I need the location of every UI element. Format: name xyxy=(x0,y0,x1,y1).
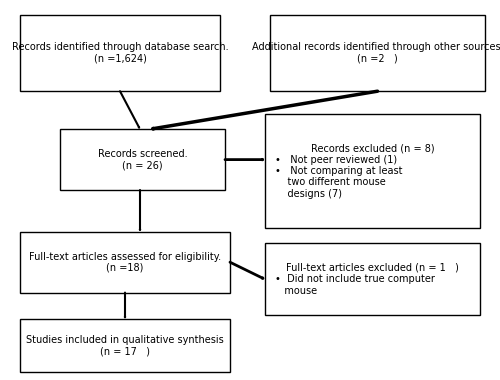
Text: (n =2   ): (n =2 ) xyxy=(357,54,398,64)
Text: (n =18): (n =18) xyxy=(106,263,144,273)
FancyBboxPatch shape xyxy=(60,129,225,190)
Text: (n = 26): (n = 26) xyxy=(122,160,163,170)
Text: Records excluded (n = 8): Records excluded (n = 8) xyxy=(310,143,434,153)
Text: Studies included in qualitative synthesis: Studies included in qualitative synthesi… xyxy=(26,335,224,345)
Text: Full-text articles excluded (n = 1   ): Full-text articles excluded (n = 1 ) xyxy=(286,263,459,273)
Text: Additional records identified through other sources.: Additional records identified through ot… xyxy=(252,43,500,52)
FancyBboxPatch shape xyxy=(20,319,230,372)
FancyBboxPatch shape xyxy=(20,232,230,293)
Text: Records screened.: Records screened. xyxy=(98,149,188,159)
FancyBboxPatch shape xyxy=(265,114,480,228)
Text: mouse: mouse xyxy=(275,286,317,296)
FancyBboxPatch shape xyxy=(20,15,220,91)
Text: Full-text articles assessed for eligibility.: Full-text articles assessed for eligibil… xyxy=(29,252,221,261)
FancyBboxPatch shape xyxy=(270,15,485,91)
Text: two different mouse: two different mouse xyxy=(275,177,386,187)
Text: •   Not comparing at least: • Not comparing at least xyxy=(275,166,402,176)
Text: •   Not peer reviewed (1): • Not peer reviewed (1) xyxy=(275,155,397,165)
Text: •  Did not include true computer: • Did not include true computer xyxy=(275,274,435,284)
Text: (n =1,624): (n =1,624) xyxy=(94,54,146,64)
FancyBboxPatch shape xyxy=(265,243,480,315)
Text: (n = 17   ): (n = 17 ) xyxy=(100,347,150,356)
Text: Records identified through database search.: Records identified through database sear… xyxy=(12,43,228,52)
Text: designs (7): designs (7) xyxy=(275,189,342,199)
